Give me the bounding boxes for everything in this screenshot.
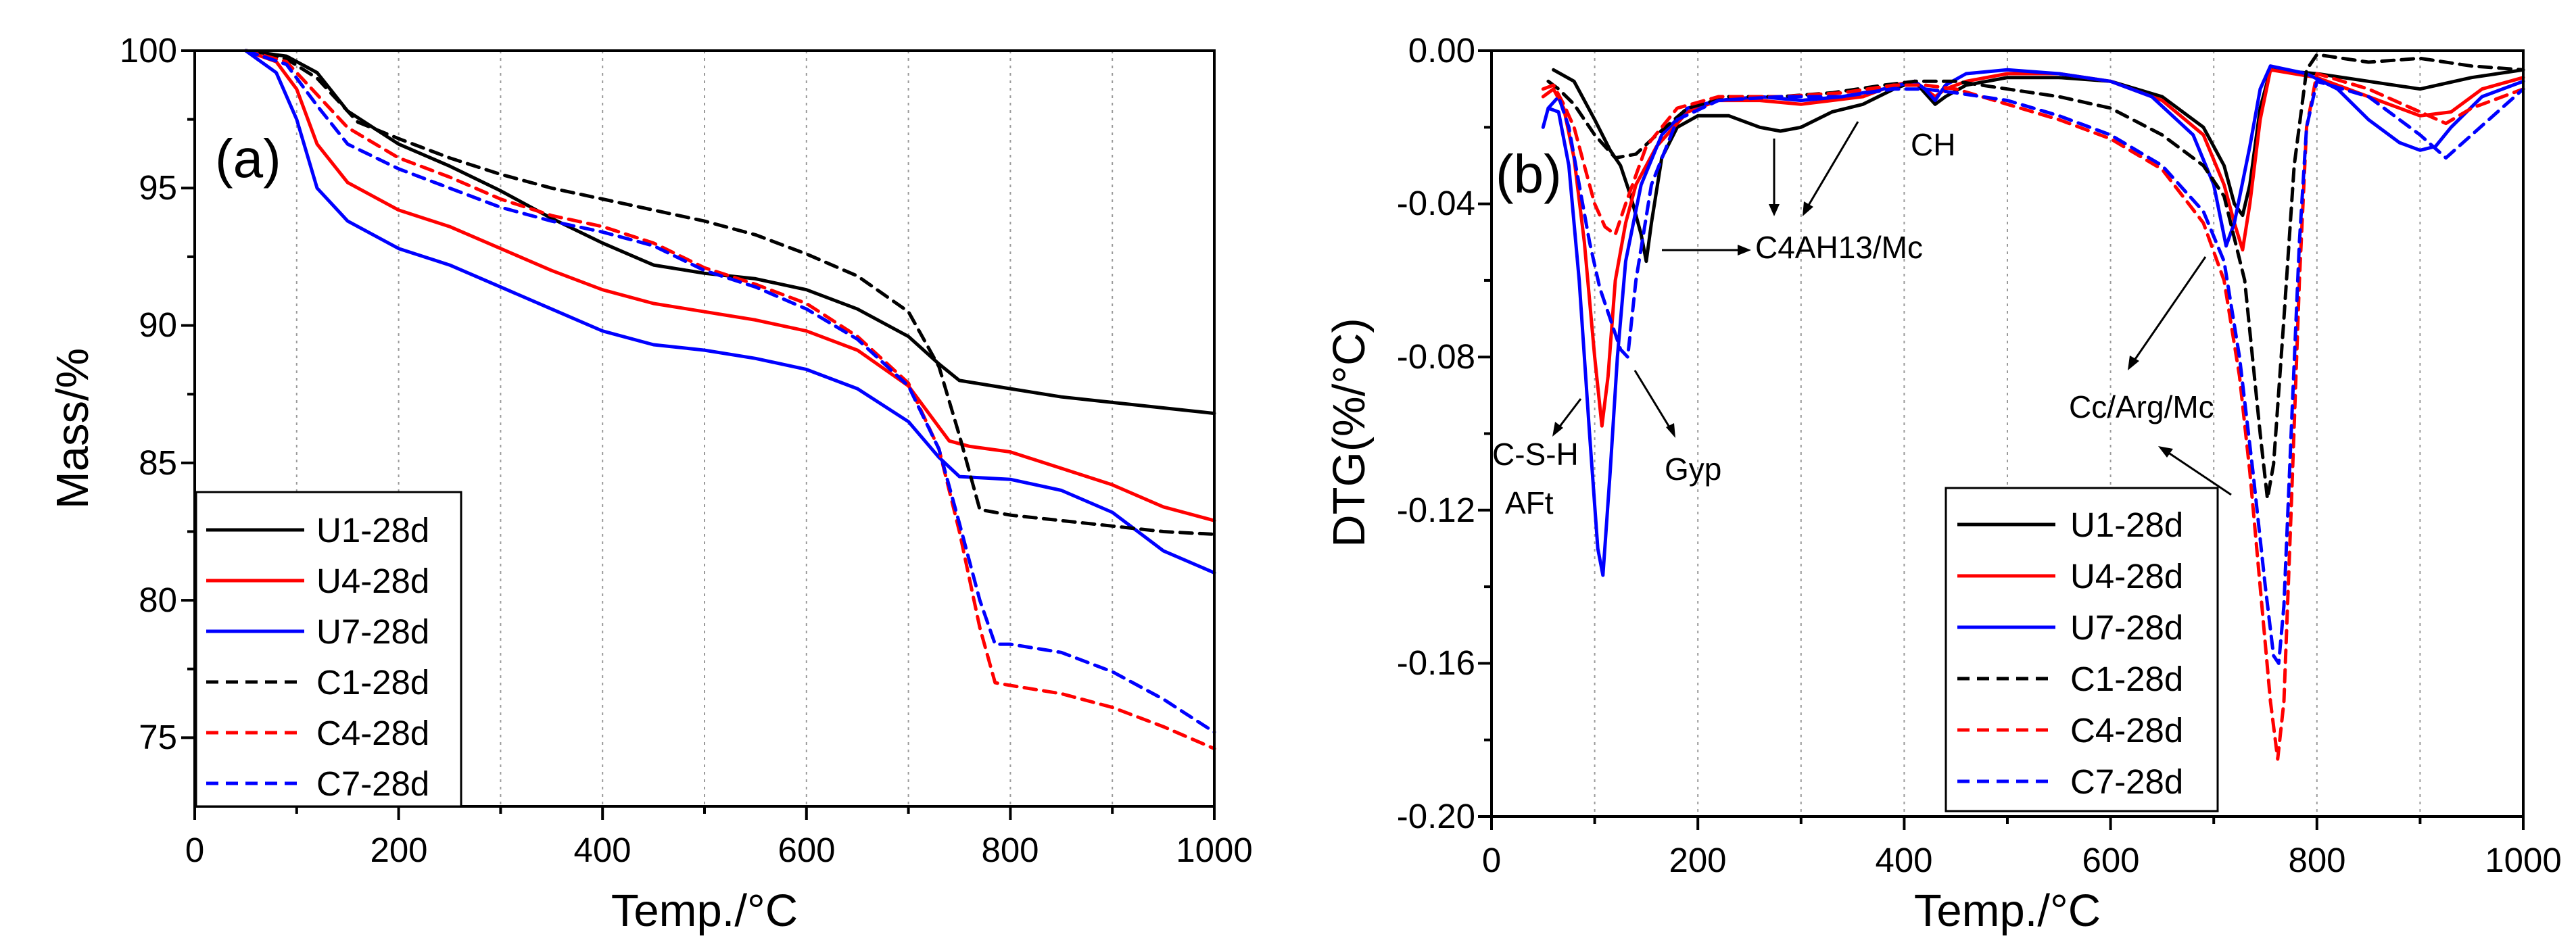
x-tick-label: 0 [185, 831, 204, 869]
annotation-csh: C-S-H [1492, 437, 1579, 472]
series-a [243, 49, 1216, 751]
annotations-b [1552, 121, 2232, 496]
annotation-c4ah13: C4AH13/Mc [1755, 230, 1923, 265]
annotation-ch: CH [1911, 127, 1955, 162]
arrow-head [2128, 356, 2139, 370]
arrow-c4ah13-3 [1804, 121, 1859, 212]
legend-label-c4: C4-28d [316, 714, 429, 752]
x-tick-labels-b: 0 200 400 600 800 1000 [1482, 841, 2562, 879]
series-line-c7-28d [1546, 79, 2525, 665]
x-tick-label: 600 [2082, 841, 2139, 879]
legend-a: U1-28d U4-28d U7-28d C1-28d C4-28d C7-28… [195, 491, 462, 808]
x-tick-label: 200 [370, 831, 427, 869]
annotation-cc: Cc/Arg/Mc [2069, 389, 2214, 424]
y-tick-label: 75 [139, 718, 177, 756]
x-tick-label: 0 [1482, 841, 1501, 879]
legend-label-u4: U4-28d [2070, 557, 2183, 595]
x-axis-label-b: Temp./°C [1914, 885, 2101, 936]
x-tick-label: 800 [2288, 841, 2345, 879]
y-tick-labels-a: 75 80 85 90 95 100 [120, 31, 177, 756]
series-line-u4-28d [243, 49, 1216, 522]
ticks-b [1478, 49, 2525, 830]
series-line-c1-28d [243, 49, 1216, 536]
y-tick-label: -0.16 [1397, 643, 1475, 682]
arrow-head [1552, 422, 1563, 437]
annotation-aft: AFt [1505, 485, 1554, 520]
arrow-cc-1 [2130, 256, 2207, 366]
legend-label-u7: U7-28d [316, 612, 429, 651]
y-tick-label: 85 [139, 443, 177, 482]
series-line-c4-28d [243, 49, 1216, 751]
panel-label-a: (a) [215, 128, 281, 189]
y-tick-label: -0.04 [1397, 184, 1475, 222]
legend-label-c7: C7-28d [2070, 762, 2183, 801]
arrow-head [2158, 446, 2173, 458]
y-tick-label: -0.20 [1397, 797, 1475, 835]
legend-frame [195, 491, 462, 808]
arrow-head [1803, 201, 1813, 216]
x-tick-label: 200 [1669, 841, 1726, 879]
y-tick-label: -0.08 [1397, 337, 1475, 376]
y-tick-label: 90 [139, 306, 177, 344]
y-tick-label: 100 [120, 31, 177, 70]
y-tick-label: 95 [139, 168, 177, 207]
arrow-head [1769, 204, 1780, 216]
legend-label-c1: C1-28d [2070, 660, 2183, 698]
y-tick-label: 0.00 [1408, 31, 1475, 70]
legend-label-u1: U1-28d [2070, 506, 2183, 544]
chart-b: 0 200 400 600 800 1000 0.00 -0.04 -0.08 … [1324, 31, 2562, 936]
y-tick-label: -0.12 [1397, 491, 1475, 529]
legend-label-u1: U1-28d [316, 511, 429, 550]
annotation-gyp: Gyp [1665, 452, 1721, 487]
y-tick-label: 80 [139, 581, 177, 619]
arrow-head [1666, 423, 1675, 438]
x-tick-label: 1000 [2485, 841, 2561, 879]
series-b [1541, 53, 2525, 761]
x-tick-label: 800 [981, 831, 1039, 869]
series-line-c1-28d [1546, 53, 2525, 501]
legend-label-u4: U4-28d [316, 562, 429, 600]
legend-label-c4: C4-28d [2070, 711, 2183, 750]
panel-label-b: (b) [1496, 144, 1562, 204]
ticks-a [181, 49, 1216, 820]
arrow-head [1738, 245, 1751, 255]
legend-label-u7: U7-28d [2070, 608, 2183, 647]
legend-label-c7: C7-28d [316, 764, 429, 803]
x-tick-label: 1000 [1176, 831, 1252, 869]
x-tick-label: 600 [778, 831, 835, 869]
series-line-u1-28d [243, 49, 1216, 416]
x-tick-label: 400 [573, 831, 631, 869]
x-tick-labels-a: 0 200 400 600 800 1000 [185, 831, 1253, 869]
chart-a: 0 200 400 600 800 1000 75 80 85 90 95 10… [47, 31, 1253, 936]
legend-b: U1-28d U4-28d U7-28d C1-28d C4-28d C7-28… [1945, 487, 2219, 812]
y-tick-labels-b: 0.00 -0.04 -0.08 -0.12 -0.16 -0.20 [1397, 31, 1475, 835]
arrow-gyp [1633, 370, 1674, 433]
series-line-c7-28d [243, 49, 1216, 734]
x-tick-label: 400 [1875, 841, 1932, 879]
series-line-u7-28d [243, 49, 1216, 575]
arrow-cc-2 [2163, 448, 2232, 496]
x-axis-label-a: Temp./°C [611, 885, 798, 936]
legend-label-c1: C1-28d [316, 663, 429, 702]
y-axis-label-b: DTG(%/°C) [1324, 318, 1375, 547]
legend-frame [1945, 487, 2219, 812]
y-axis-label-a: Mass/% [47, 348, 98, 509]
